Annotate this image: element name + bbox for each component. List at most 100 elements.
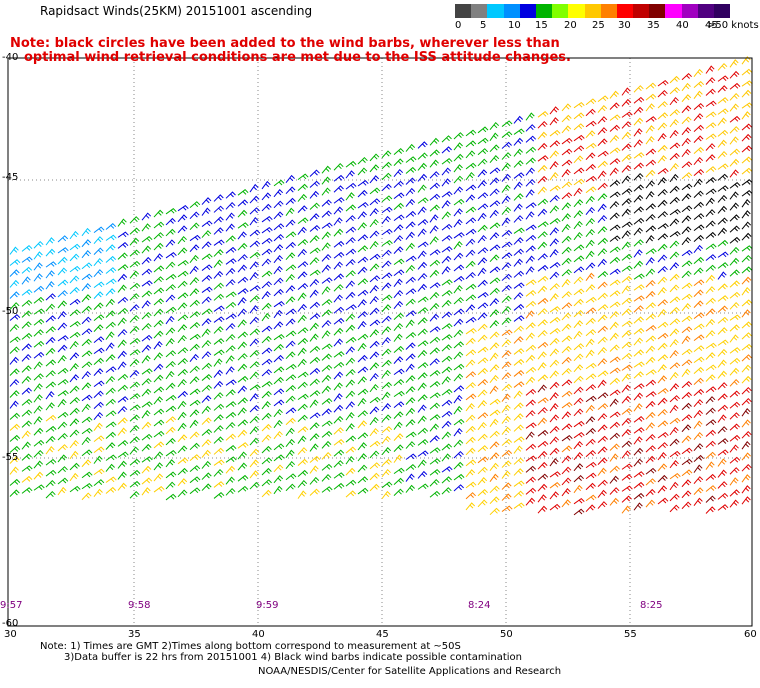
wind-barb <box>657 265 668 274</box>
wind-barb <box>117 317 127 326</box>
wind-barb <box>477 412 489 420</box>
wind-barb <box>381 172 392 181</box>
wind-barb <box>345 192 355 201</box>
legend-labels: 0 5 10 15 20 25 30 35 40 45 >50 knots <box>455 20 760 32</box>
wind-barb <box>705 342 717 349</box>
wind-barb <box>705 308 716 316</box>
wind-barb <box>57 247 69 254</box>
wind-barb <box>537 221 549 228</box>
wind-barb <box>597 314 608 322</box>
footer-credit: NOAA/NESDIS/Center for Satellite Applica… <box>258 666 562 677</box>
wind-barb <box>81 482 93 490</box>
wind-barb <box>105 410 117 417</box>
wind-barb <box>561 114 572 123</box>
wind-barb <box>381 458 392 467</box>
wind-barb <box>645 203 656 211</box>
wind-barb <box>189 442 200 451</box>
wind-barb <box>513 148 523 157</box>
wind-barb <box>129 325 140 334</box>
wind-barb <box>477 400 488 409</box>
wind-barb <box>117 440 129 447</box>
wind-barb <box>117 482 127 491</box>
wind-barb <box>201 328 211 337</box>
wind-barb <box>573 343 585 351</box>
wind-barb <box>417 283 428 292</box>
wind-barb <box>633 184 644 192</box>
wind-barb <box>489 277 501 285</box>
wind-barb <box>33 273 43 282</box>
wind-barb <box>525 135 537 143</box>
wind-barb <box>213 481 225 488</box>
wind-barb <box>537 483 548 492</box>
wind-barb <box>417 415 427 424</box>
wind-barb <box>297 314 307 323</box>
wind-barb <box>369 240 379 250</box>
wind-barb <box>465 371 477 379</box>
wind-barb <box>321 463 333 471</box>
wind-barb <box>177 259 189 267</box>
wind-barb <box>489 287 500 296</box>
wind-barb <box>717 449 729 456</box>
wind-barb <box>81 416 93 424</box>
wind-barb <box>177 214 188 223</box>
wind-barb <box>309 443 319 452</box>
wind-barb <box>621 208 631 217</box>
wind-barb <box>285 340 296 349</box>
wind-barb <box>573 187 583 197</box>
wind-barb <box>417 141 428 149</box>
wind-barb <box>477 389 488 398</box>
wind-barb <box>489 398 501 406</box>
wind-barb <box>525 178 536 187</box>
wind-barb <box>549 491 559 500</box>
wind-barb <box>681 94 692 103</box>
wind-barb <box>261 445 272 454</box>
wind-barb <box>501 273 512 281</box>
wind-barb <box>297 303 307 312</box>
wind-barb <box>69 230 79 240</box>
wind-barb <box>333 217 343 226</box>
wind-barb <box>681 435 692 444</box>
wind-barb <box>537 131 548 140</box>
wind-barb <box>369 427 379 437</box>
wind-barb <box>681 458 693 466</box>
wind-barb <box>561 278 571 288</box>
wind-barb <box>513 436 525 443</box>
wind-barb <box>573 167 585 175</box>
wind-barb <box>357 180 369 187</box>
wind-barb <box>657 254 668 263</box>
wind-barb <box>609 124 621 132</box>
wind-barb <box>585 416 596 425</box>
wind-barb <box>561 192 573 200</box>
wind-barb <box>453 428 463 437</box>
wind-barb <box>201 241 212 249</box>
wind-barb <box>621 450 631 459</box>
wind-barb <box>669 296 681 304</box>
wind-barb <box>621 230 631 239</box>
wind-barb <box>405 484 415 493</box>
wind-barb <box>249 207 260 215</box>
wind-barb <box>369 319 381 327</box>
wind-barb <box>537 155 549 162</box>
wind-barb <box>153 430 165 438</box>
wind-barb <box>45 270 55 279</box>
wind-barb <box>657 354 669 362</box>
wind-barb <box>549 348 560 357</box>
wind-barb <box>309 301 321 309</box>
wind-barb <box>225 355 235 364</box>
wind-barb <box>597 379 607 388</box>
wind-barb <box>45 315 56 323</box>
wind-barb <box>657 243 668 252</box>
wind-barb <box>321 486 333 493</box>
wind-barb <box>105 234 117 241</box>
wind-barb <box>201 483 212 491</box>
wind-barb <box>321 408 332 416</box>
wind-barb <box>93 247 104 255</box>
wind-barb <box>177 347 189 355</box>
wind-barb <box>645 467 657 475</box>
wind-barb <box>489 132 499 141</box>
wind-barb <box>141 212 152 221</box>
wind-barb <box>201 253 213 260</box>
wind-barb <box>405 332 417 339</box>
wind-barb <box>549 447 560 456</box>
wind-barb <box>177 467 188 476</box>
